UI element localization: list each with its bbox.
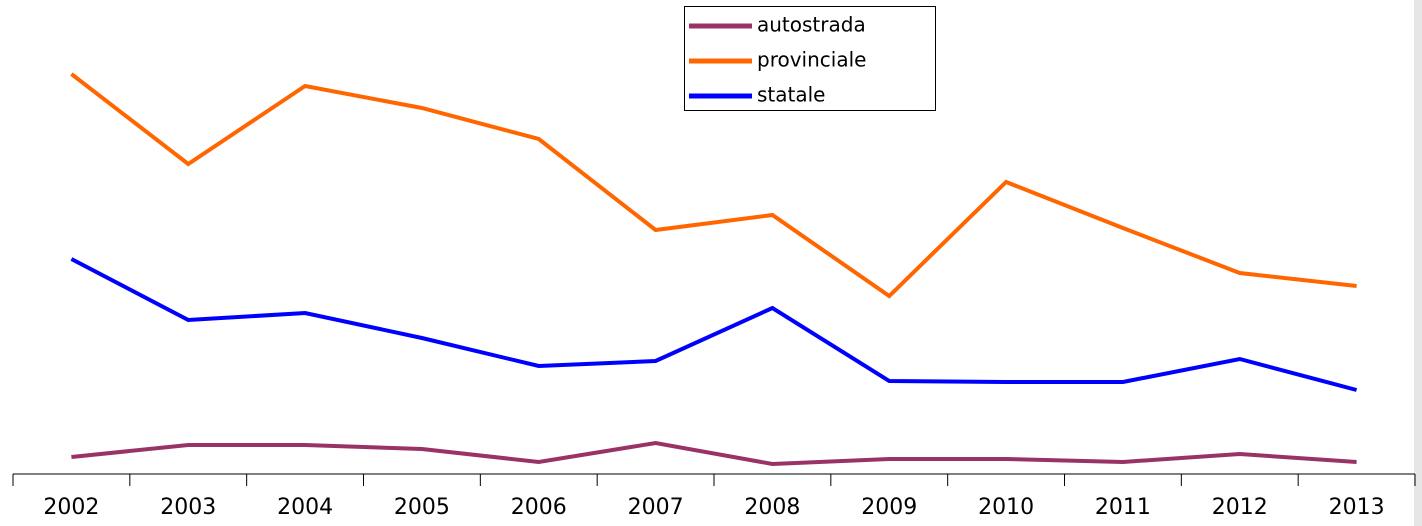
x-tick-label: 2002 [43,495,99,520]
x-tick-label: 2013 [1329,495,1385,520]
x-tick-label: 2005 [394,495,450,520]
x-tick-label: 2003 [160,495,216,520]
x-tick-label: 2006 [511,495,567,520]
series-line [71,440,1357,467]
x-tick-label: 2010 [978,495,1034,520]
series-line [70,257,1358,392]
x-tick-label: 2009 [861,495,917,520]
x-tick-label: 2011 [1095,495,1151,520]
x-tick-label: 2008 [744,495,800,520]
x-tick-label: 2012 [1212,495,1268,520]
x-tick-label: 2004 [277,495,333,520]
right-strip [1414,0,1422,526]
x-tick-label: 2007 [628,495,684,520]
legend-label: statale [757,83,825,107]
legend-label: autostrada [757,13,866,37]
series-line [70,72,1357,299]
legend-label: provinciale [757,48,866,72]
